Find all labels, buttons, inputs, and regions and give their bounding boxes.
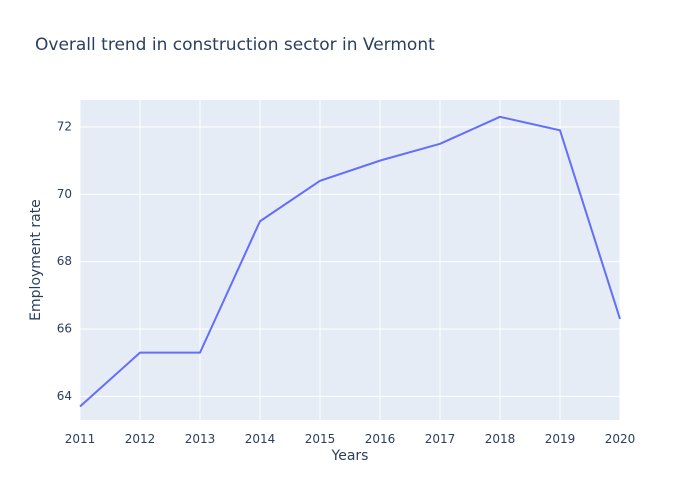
x-tick-label: 2017 xyxy=(425,432,456,446)
y-axis-title: Employment rate xyxy=(28,199,44,321)
y-tick-label: 66 xyxy=(57,322,72,336)
y-axis-ticks: 64 66 68 70 72 xyxy=(57,119,72,402)
y-tick-label: 68 xyxy=(57,254,72,268)
data-point xyxy=(496,113,504,121)
series-layer xyxy=(76,113,624,411)
plot-area xyxy=(80,100,620,420)
x-axis-ticks: 2011 2012 2013 2014 2015 2016 2017 2018 2019 2020 xyxy=(65,432,636,446)
x-tick-label: 2014 xyxy=(245,432,276,446)
data-point xyxy=(76,403,84,411)
x-tick-label: 2016 xyxy=(365,432,396,446)
x-tick-label: 2011 xyxy=(65,432,96,446)
x-tick-label: 2020 xyxy=(605,432,636,446)
data-point xyxy=(256,217,264,225)
data-point xyxy=(316,177,324,185)
series-line xyxy=(79,115,621,408)
x-tick-label: 2015 xyxy=(305,432,336,446)
data-point xyxy=(376,157,384,165)
y-tick-label: 64 xyxy=(57,389,72,403)
y-tick-label: 70 xyxy=(57,187,72,201)
x-tick-label: 2012 xyxy=(125,432,156,446)
x-tick-label: 2019 xyxy=(545,432,576,446)
y-tick-label: 72 xyxy=(57,119,72,133)
grid xyxy=(79,100,621,420)
x-tick-label: 2018 xyxy=(485,432,516,446)
data-point xyxy=(136,349,144,357)
x-tick-label: 2013 xyxy=(185,432,216,446)
x-axis-title: Years xyxy=(331,448,369,464)
data-point xyxy=(196,349,204,357)
data-point xyxy=(556,126,564,134)
data-point xyxy=(616,315,624,323)
chart-title: Overall trend in construction sector in … xyxy=(35,35,435,55)
data-point xyxy=(436,140,444,148)
